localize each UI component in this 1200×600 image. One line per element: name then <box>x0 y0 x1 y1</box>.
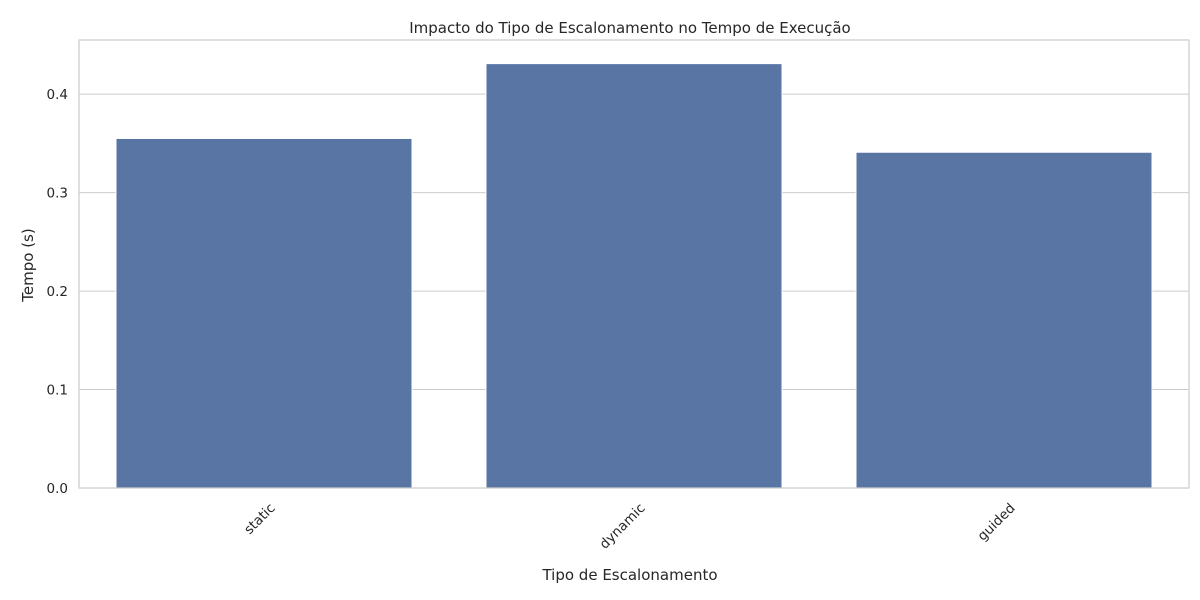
y-tick-label: 0.0 <box>47 481 68 497</box>
y-tick-label: 0.3 <box>47 186 68 202</box>
plot-frame <box>78 39 1190 489</box>
y-tick-label: 0.4 <box>47 87 68 103</box>
y-tick-label: 0.1 <box>47 383 68 399</box>
bars <box>115 63 1153 489</box>
y-axis-ticks: 0.0 0.1 0.2 0.3 0.4 <box>47 87 68 497</box>
bar-guided <box>855 151 1153 489</box>
bar-static <box>115 137 413 489</box>
x-axis-label: Tipo de Escalonamento <box>541 566 717 584</box>
y-axis-label: Tempo (s) <box>19 228 37 302</box>
bar-dynamic <box>485 63 783 489</box>
y-tick-label: 0.2 <box>47 284 68 300</box>
chart-title: Impacto do Tipo de Escalonamento no Temp… <box>409 19 850 37</box>
